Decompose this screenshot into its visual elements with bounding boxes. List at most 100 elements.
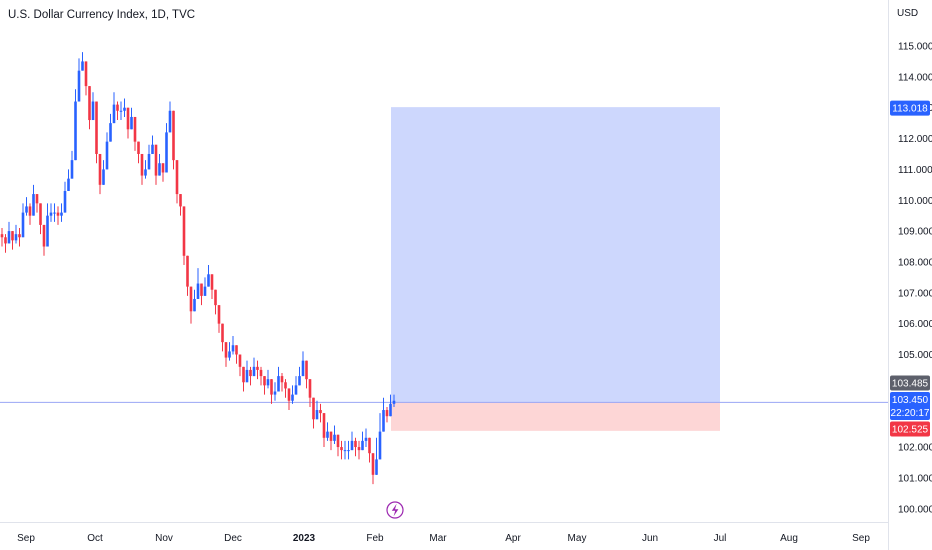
candle[interactable]	[119, 101, 123, 121]
candle[interactable]	[231, 335, 235, 355]
candle[interactable]	[70, 150, 74, 179]
candle[interactable]	[144, 160, 147, 179]
candle[interactable]	[189, 286, 193, 324]
candle[interactable]	[207, 265, 210, 287]
candle[interactable]	[291, 385, 294, 404]
candle[interactable]	[182, 206, 186, 266]
candle[interactable]	[294, 376, 298, 395]
candle[interactable]	[249, 366, 252, 386]
candle[interactable]	[186, 255, 189, 296]
candle[interactable]	[140, 153, 144, 185]
candle[interactable]	[161, 163, 165, 182]
candle[interactable]	[263, 376, 266, 395]
candle[interactable]	[4, 234, 7, 253]
candle[interactable]	[368, 437, 371, 463]
candle[interactable]	[168, 101, 172, 133]
candle[interactable]	[14, 224, 18, 244]
candle[interactable]	[326, 422, 329, 441]
candle[interactable]	[305, 360, 308, 389]
candle[interactable]	[315, 400, 319, 420]
candle[interactable]	[123, 98, 126, 117]
candle[interactable]	[56, 206, 60, 225]
candle[interactable]	[74, 89, 77, 161]
candle[interactable]	[389, 394, 392, 417]
candle[interactable]	[109, 113, 112, 142]
candle[interactable]	[284, 379, 287, 398]
candle[interactable]	[151, 135, 154, 154]
candle[interactable]	[81, 52, 84, 71]
candle[interactable]	[375, 437, 378, 475]
candle[interactable]	[329, 431, 333, 451]
candle[interactable]	[319, 403, 322, 423]
candle[interactable]	[46, 203, 49, 247]
candle[interactable]	[308, 379, 312, 407]
candle[interactable]	[154, 144, 158, 185]
candle[interactable]	[340, 440, 343, 460]
candle[interactable]	[235, 345, 238, 364]
candle[interactable]	[53, 203, 56, 222]
candle[interactable]	[21, 203, 25, 238]
candle[interactable]	[112, 92, 116, 124]
candle[interactable]	[137, 141, 140, 164]
candle[interactable]	[116, 101, 119, 121]
candle[interactable]	[179, 194, 182, 216]
candle[interactable]	[385, 406, 389, 423]
candle[interactable]	[165, 123, 168, 173]
candle[interactable]	[343, 440, 347, 460]
candle[interactable]	[88, 86, 91, 130]
candle[interactable]	[158, 153, 161, 176]
candle[interactable]	[350, 431, 354, 451]
candle[interactable]	[301, 351, 305, 377]
candle[interactable]	[245, 360, 249, 383]
candle[interactable]	[214, 289, 217, 315]
candle[interactable]	[336, 434, 340, 457]
candle[interactable]	[49, 203, 53, 222]
candle[interactable]	[273, 382, 277, 401]
candle[interactable]	[63, 181, 67, 213]
candle[interactable]	[0, 228, 4, 247]
candle[interactable]	[175, 160, 179, 204]
candle[interactable]	[277, 366, 280, 392]
candle[interactable]	[126, 107, 130, 139]
candle[interactable]	[18, 228, 21, 247]
candle[interactable]	[203, 277, 207, 296]
candle[interactable]	[35, 194, 39, 213]
candle[interactable]	[357, 440, 361, 460]
candle[interactable]	[217, 305, 221, 333]
candle[interactable]	[270, 379, 273, 404]
candle[interactable]	[28, 203, 32, 225]
candle[interactable]	[25, 197, 28, 216]
candle[interactable]	[84, 61, 88, 96]
candle[interactable]	[67, 169, 70, 191]
candle[interactable]	[196, 268, 200, 299]
candle[interactable]	[354, 437, 357, 457]
candle[interactable]	[259, 366, 263, 386]
candle[interactable]	[193, 289, 196, 312]
candle[interactable]	[298, 366, 301, 386]
candle[interactable]	[42, 224, 46, 256]
candle[interactable]	[378, 413, 382, 460]
candle[interactable]	[7, 221, 11, 244]
candle[interactable]	[266, 369, 270, 389]
candle[interactable]	[228, 342, 231, 361]
candle[interactable]	[147, 144, 151, 170]
candle[interactable]	[133, 116, 137, 151]
candle[interactable]	[322, 413, 326, 448]
candle[interactable]	[382, 397, 385, 432]
candle[interactable]	[77, 58, 81, 102]
candle[interactable]	[242, 366, 245, 392]
candle[interactable]	[256, 360, 259, 380]
candle[interactable]	[32, 184, 35, 216]
candle[interactable]	[102, 160, 105, 185]
candle[interactable]	[371, 453, 375, 485]
candle[interactable]	[11, 231, 14, 250]
candle[interactable]	[130, 107, 133, 130]
candle[interactable]	[287, 388, 291, 411]
candle[interactable]	[252, 357, 256, 377]
candle[interactable]	[224, 342, 228, 367]
candle[interactable]	[312, 397, 315, 429]
candle[interactable]	[60, 203, 63, 222]
candle[interactable]	[98, 153, 102, 195]
candle[interactable]	[172, 110, 175, 170]
